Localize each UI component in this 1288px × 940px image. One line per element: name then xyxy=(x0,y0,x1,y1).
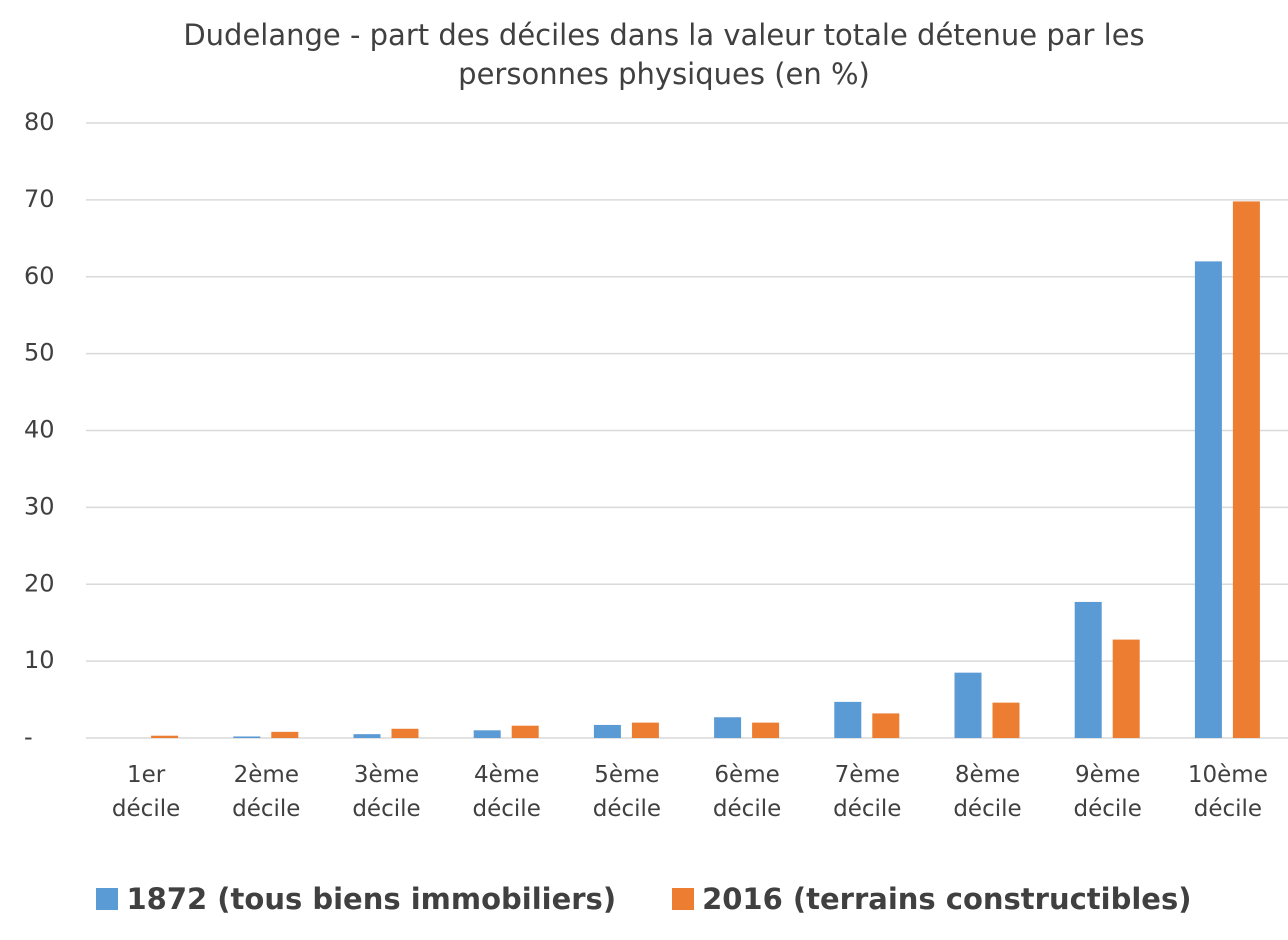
x-tick-label: 1er décile xyxy=(111,762,181,822)
y-tick-label: 20 xyxy=(24,569,55,597)
chart-title: Dudelange - part des déciles dans la val… xyxy=(183,18,1145,91)
legend-swatch xyxy=(96,888,119,910)
y-tick-label: 30 xyxy=(24,492,55,520)
bar xyxy=(992,702,1020,738)
bar xyxy=(872,713,900,738)
bar xyxy=(752,722,780,738)
legend-item: 2016 (terrains constructibles) xyxy=(672,882,1192,916)
x-tick-label: 7ème décile xyxy=(833,762,902,822)
bar xyxy=(834,701,862,738)
bar xyxy=(511,725,539,738)
y-tick-label: 10 xyxy=(24,646,55,674)
bar xyxy=(271,731,299,738)
bar xyxy=(1112,639,1140,738)
legend-label: 2016 (terrains constructibles) xyxy=(702,882,1192,916)
y-tick-label: 40 xyxy=(24,416,55,444)
x-tick-label: 8ème décile xyxy=(953,762,1022,822)
y-tick-label: 80 xyxy=(24,108,55,136)
y-tick-label: 70 xyxy=(24,185,55,213)
bar xyxy=(593,724,621,738)
x-tick-label: 9ème décile xyxy=(1073,762,1142,822)
bar xyxy=(631,722,659,738)
bar xyxy=(473,730,501,738)
legend-label: 1872 (tous biens immobiliers) xyxy=(126,882,617,916)
y-tick-label: 60 xyxy=(24,262,55,290)
bar xyxy=(1194,261,1222,738)
x-tick-label: 2ème décile xyxy=(232,762,301,822)
legend-swatch xyxy=(672,888,695,910)
legend-item: 1872 (tous biens immobiliers) xyxy=(96,882,616,916)
bar xyxy=(954,672,982,738)
x-tick-label: 5ème décile xyxy=(592,762,662,822)
bar xyxy=(151,735,179,738)
bar xyxy=(1232,201,1260,739)
bar xyxy=(714,717,742,738)
x-tick-label: 10ème décile xyxy=(1187,762,1268,822)
x-tick-label: 4ème décile xyxy=(472,762,541,822)
y-tick-label: 50 xyxy=(24,339,55,367)
x-tick-label: 3ème décile xyxy=(352,762,421,822)
y-tick-label: - xyxy=(24,723,33,751)
bar xyxy=(391,728,419,738)
bar xyxy=(353,734,381,738)
bar xyxy=(1074,601,1102,738)
x-tick-label: 6ème décile xyxy=(712,762,782,822)
bar xyxy=(233,736,261,738)
legend: 1872 (tous biens immobiliers) 2016 (terra… xyxy=(0,882,1288,916)
